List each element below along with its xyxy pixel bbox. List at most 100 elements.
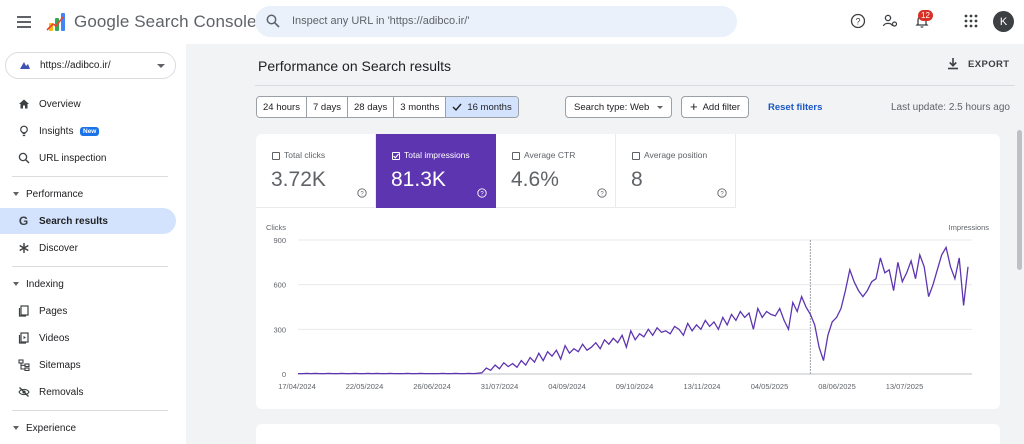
search-icon <box>266 14 280 28</box>
range-3-months-button[interactable]: 3 months <box>394 97 447 117</box>
property-label: https://adibco.ir/ <box>40 60 111 71</box>
metric-title: Average position <box>644 150 708 160</box>
checkbox-checked-icon <box>392 152 400 160</box>
add-filter-button[interactable]: + Add filter <box>681 96 750 118</box>
search-type-dropdown[interactable]: Search type: Web <box>565 96 673 118</box>
range-24-hours-button[interactable]: 24 hours <box>257 97 307 117</box>
metric-total-clicks[interactable]: Total clicks 3.72K ? <box>256 134 376 208</box>
metric-average-position[interactable]: Average position 8 ? <box>616 134 736 208</box>
sidebar-item-label: Sitemaps <box>39 359 81 371</box>
sidebar: https://adibco.ir/ Overview Insights New… <box>0 44 186 444</box>
google-g-icon: G <box>18 214 29 228</box>
export-label: EXPORT <box>968 58 1010 70</box>
help-icon[interactable]: ? <box>849 12 867 30</box>
svg-text:?: ? <box>600 191 604 197</box>
property-selector[interactable]: https://adibco.ir/ <box>5 52 176 79</box>
x-tick-label: 31/07/2024 <box>481 382 519 391</box>
property-favicon-icon <box>20 62 30 69</box>
y-tick-label: 300 <box>273 325 286 334</box>
svg-text:?: ? <box>480 191 484 197</box>
manage-users-icon[interactable] <box>881 12 899 30</box>
divider <box>12 410 168 411</box>
sidebar-item-url-inspection[interactable]: URL inspection <box>0 145 176 171</box>
search-input[interactable] <box>292 11 722 31</box>
sidebar-item-label: Insights <box>39 125 74 137</box>
add-filter-label: Add filter <box>702 101 741 113</box>
page-title: Performance on Search results <box>258 58 451 74</box>
top-bar: Google Search Console ? 12 K <box>0 0 1024 44</box>
metric-title: Average CTR <box>524 150 576 160</box>
metric-value: 3.72K <box>271 168 326 191</box>
search-type-label: Search type: Web <box>574 101 650 113</box>
section-performance[interactable]: Performance <box>0 182 176 206</box>
x-tick-label: 09/10/2024 <box>616 382 654 391</box>
metric-value: 8 <box>631 168 643 191</box>
metric-average-ctr[interactable]: Average CTR 4.6% ? <box>496 134 616 208</box>
home-icon <box>17 98 30 111</box>
metric-value: 81.3K <box>391 168 446 191</box>
sidebar-item-label: Overview <box>39 98 81 110</box>
scrollbar[interactable] <box>1017 130 1022 270</box>
sidebar-item-overview[interactable]: Overview <box>0 91 176 117</box>
sidebar-item-insights[interactable]: Insights New <box>0 118 176 144</box>
last-update-text: Last update: 2.5 hours ago <box>891 102 1010 113</box>
section-label: Experience <box>26 422 77 434</box>
x-tick-label: 13/11/2024 <box>684 382 721 391</box>
x-tick-label: 17/04/2024 <box>278 382 316 391</box>
x-tick-label: 08/06/2025 <box>818 382 856 391</box>
sidebar-item-label: Search results <box>39 215 108 227</box>
check-icon <box>452 103 462 112</box>
svg-text:?: ? <box>360 191 364 197</box>
help-icon[interactable]: ? <box>477 188 487 198</box>
range-7-days-button[interactable]: 7 days <box>306 97 348 117</box>
impressions-line-chart[interactable]: Clicks Impressions 900 600 300 0 17/04/2024… <box>256 218 1000 398</box>
menu-icon[interactable] <box>14 12 34 32</box>
metric-title: Total clicks <box>284 150 326 160</box>
app-title[interactable]: Google Search Console <box>74 12 257 31</box>
range-16-months-button[interactable]: 16 months <box>446 97 518 117</box>
help-icon[interactable]: ? <box>717 188 727 198</box>
sidebar-item-videos[interactable]: Videos <box>0 325 176 351</box>
x-tick-label: 04/09/2024 <box>548 382 586 391</box>
new-badge: New <box>80 126 100 136</box>
x-tick-label: 04/05/2025 <box>751 382 789 391</box>
x-tick-label: 22/05/2024 <box>346 382 384 391</box>
help-icon[interactable]: ? <box>357 188 367 198</box>
table-card <box>256 424 1000 444</box>
apps-grid-icon[interactable] <box>962 12 980 30</box>
sidebar-item-label: Pages <box>39 305 68 317</box>
chevron-down-icon <box>13 192 19 196</box>
notification-count-badge: 12 <box>918 10 933 21</box>
metric-value: 4.6% <box>511 168 559 191</box>
performance-card: Total clicks 3.72K ? Total impressions 8… <box>256 134 1000 409</box>
range-label: 16 months <box>467 101 512 113</box>
header-divider <box>255 85 1015 86</box>
checkbox-icon <box>512 152 520 160</box>
export-button[interactable]: EXPORT <box>946 57 1009 71</box>
section-experience[interactable]: Experience <box>0 416 176 440</box>
section-indexing[interactable]: Indexing <box>0 272 176 296</box>
x-tick-label: 13/07/2025 <box>886 382 924 391</box>
url-inspect-search[interactable] <box>255 6 737 37</box>
metric-total-impressions[interactable]: Total impressions 81.3K ? <box>376 134 496 208</box>
download-icon <box>948 58 958 70</box>
sidebar-item-sitemaps[interactable]: Sitemaps <box>0 352 176 378</box>
avatar[interactable]: K <box>993 11 1014 32</box>
checkbox-icon <box>272 152 280 160</box>
sidebar-item-removals[interactable]: Removals <box>0 379 176 405</box>
reset-filters-link[interactable]: Reset filters <box>768 102 823 113</box>
sidebar-item-label: Discover <box>39 242 78 254</box>
y-tick-label: 600 <box>273 281 286 290</box>
plus-icon: + <box>690 99 698 114</box>
sidebar-item-pages[interactable]: Pages <box>0 298 176 324</box>
range-28-days-button[interactable]: 28 days <box>347 97 395 117</box>
asterisk-icon <box>17 242 30 255</box>
svg-text:?: ? <box>855 17 860 27</box>
sidebar-item-discover[interactable]: Discover <box>0 235 176 261</box>
sidebar-item-search-results[interactable]: G Search results <box>0 208 176 234</box>
help-icon[interactable]: ? <box>597 188 607 198</box>
search-icon <box>17 152 30 165</box>
chevron-down-icon <box>657 105 664 109</box>
checkbox-icon <box>632 152 640 160</box>
y-tick-label: 900 <box>273 236 286 245</box>
